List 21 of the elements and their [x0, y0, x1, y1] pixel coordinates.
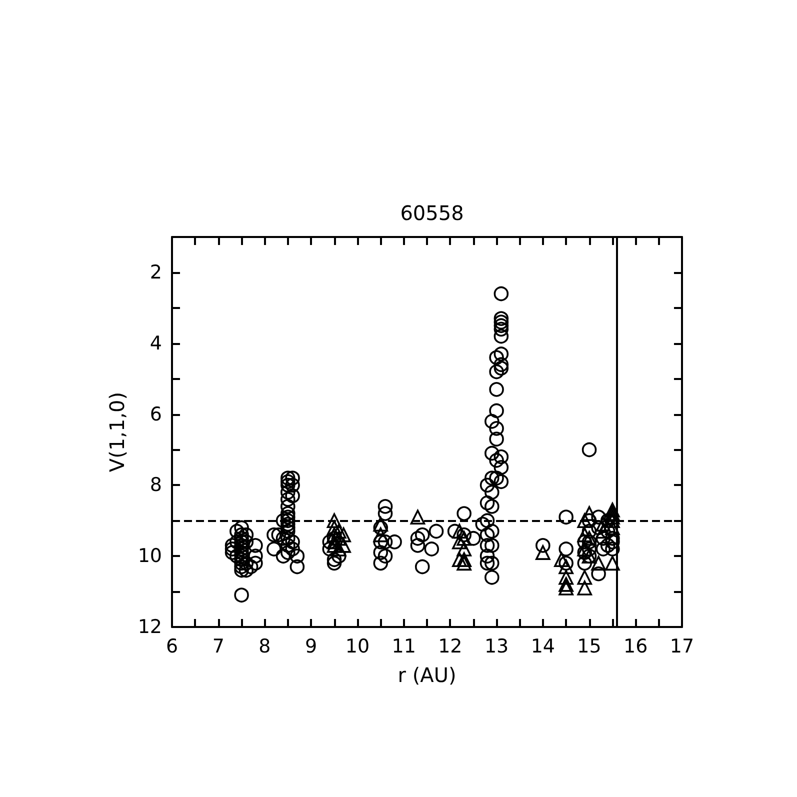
x-axis-title: r (AU) — [398, 663, 456, 687]
x-tick-label: 7 — [212, 636, 224, 658]
x-tick-label: 12 — [438, 636, 462, 658]
x-tick-label: 6 — [166, 636, 178, 658]
y-axis-title: V(1,1,0) — [104, 392, 129, 472]
x-tick-label: 11 — [392, 636, 416, 658]
y-tick-label: 4 — [150, 332, 162, 354]
x-tick-label: 15 — [577, 636, 602, 658]
y-tick-label: 2 — [150, 261, 162, 284]
x-tick-label: 13 — [484, 636, 509, 658]
x-tick-label: 10 — [345, 636, 370, 658]
x-tick-label: 9 — [305, 636, 318, 658]
y-tick-label: 6 — [150, 403, 162, 426]
x-tick-label: 8 — [258, 636, 271, 658]
y-tick-label: 12 — [138, 616, 162, 638]
x-tick-label: 16 — [624, 636, 648, 658]
chart-title: 60558 — [400, 201, 464, 225]
x-tick-label: 14 — [530, 636, 556, 658]
y-tick-label: 10 — [138, 545, 162, 568]
x-tick-label: 17 — [670, 636, 694, 658]
y-tick-label: 8 — [150, 474, 162, 496]
